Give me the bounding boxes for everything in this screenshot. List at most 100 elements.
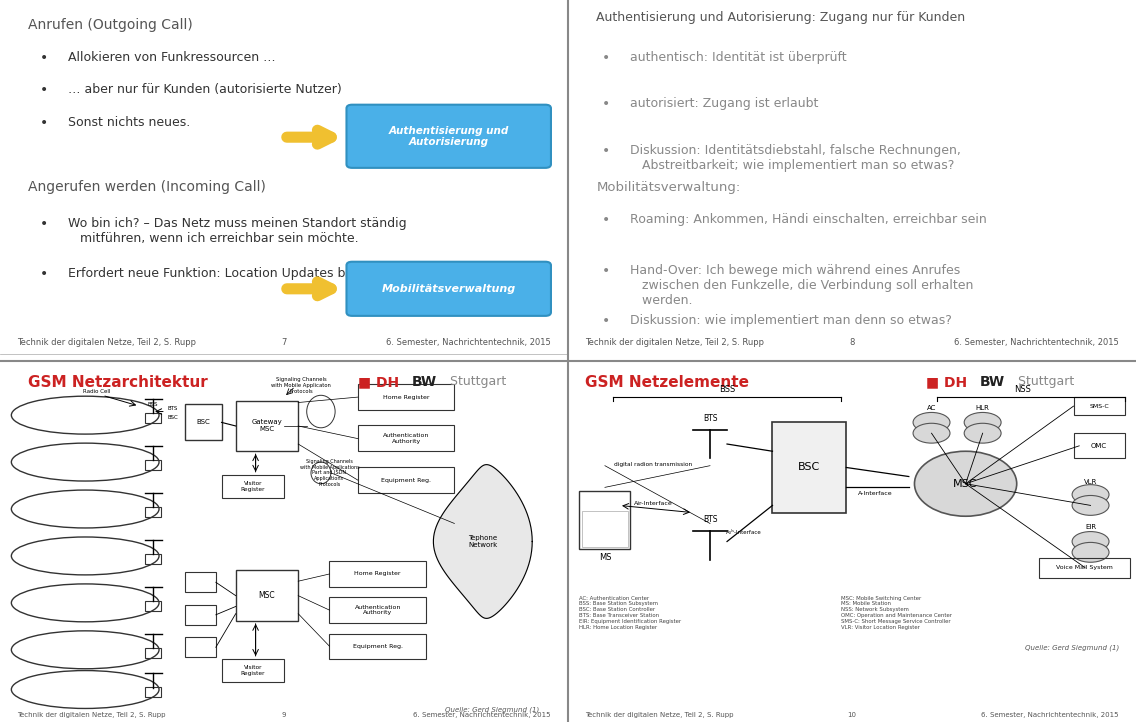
Text: Diskussion: Identitätsdiebstahl, falsche Rechnungen,
   Abstreitbarkeit; wie imp: Diskussion: Identitätsdiebstahl, falsche…	[630, 144, 961, 173]
Text: Gateway
MSC: Gateway MSC	[251, 419, 283, 432]
Text: Anrufen (Outgoing Call): Anrufen (Outgoing Call)	[28, 18, 193, 32]
Text: MSC: MSC	[953, 479, 978, 489]
Text: 7: 7	[282, 338, 286, 347]
Text: HLR: HLR	[976, 405, 989, 411]
Bar	[1039, 557, 1130, 578]
Text: BW: BW	[412, 375, 437, 389]
Text: BSC: BSC	[195, 419, 210, 425]
Text: Tephone
Network: Tephone Network	[468, 535, 498, 548]
Bar	[358, 383, 454, 409]
Bar	[185, 605, 216, 625]
Ellipse shape	[913, 412, 950, 432]
Text: •: •	[40, 116, 48, 129]
Bar	[145, 601, 161, 611]
Text: MSC: MSC	[259, 591, 275, 600]
Text: •: •	[40, 267, 48, 281]
Text: Visitor
Register: Visitor Register	[241, 482, 265, 492]
Text: Authentisierung und
Autorisierung: Authentisierung und Autorisierung	[389, 126, 509, 147]
Text: •: •	[40, 217, 48, 230]
Text: Home Register: Home Register	[383, 395, 429, 399]
Text: BW: BW	[979, 375, 1005, 389]
Text: 6. Semester, Nachrichtentechnik, 2015: 6. Semester, Nachrichtentechnik, 2015	[386, 338, 551, 347]
Text: Radio Cell: Radio Cell	[83, 389, 110, 394]
Bar	[1074, 433, 1125, 458]
Text: Allokieren von Funkressourcen …: Allokieren von Funkressourcen …	[68, 51, 276, 64]
Text: MSC: Mobile Switching Center
MS: Mobile Station
NSS: Network Subsystem
OMC: Oper: MSC: Mobile Switching Center MS: Mobile …	[841, 596, 952, 630]
Text: Signaling Channels
with Mobile Applicaton
Protocols: Signaling Channels with Mobile Applicato…	[272, 377, 331, 393]
Text: Equipment Reg.: Equipment Reg.	[352, 644, 403, 648]
Text: BSC: BSC	[799, 463, 820, 472]
Text: Authentisierung und Autorisierung: Zugang nur für Kunden: Authentisierung und Autorisierung: Zugan…	[596, 11, 966, 24]
Text: Quelle: Gerd Siegmund (1): Quelle: Gerd Siegmund (1)	[1025, 645, 1119, 651]
Text: VLR: VLR	[1084, 479, 1097, 484]
Bar	[772, 422, 846, 513]
Ellipse shape	[964, 412, 1001, 432]
Text: •: •	[602, 314, 610, 328]
Bar	[145, 460, 161, 470]
Ellipse shape	[1072, 495, 1109, 516]
Ellipse shape	[964, 423, 1001, 443]
Text: A₃ᴵˢ-Interface: A₃ᴵˢ-Interface	[726, 530, 762, 535]
Ellipse shape	[913, 423, 950, 443]
Text: 10: 10	[847, 712, 857, 718]
Text: A-Interface: A-Interface	[858, 490, 892, 495]
Text: 6. Semester, Nachrichtentechnik, 2015: 6. Semester, Nachrichtentechnik, 2015	[982, 712, 1119, 718]
Text: Technik der digitalen Netze, Teil 2, S. Rupp: Technik der digitalen Netze, Teil 2, S. …	[17, 338, 197, 347]
Text: Home Register: Home Register	[354, 572, 401, 576]
Text: BTS: BTS	[703, 515, 717, 523]
Text: GSM Netzarchitektur: GSM Netzarchitektur	[28, 375, 208, 391]
Text: Authentication
Authority: Authentication Authority	[354, 605, 401, 615]
Text: 8: 8	[850, 338, 854, 347]
Text: •: •	[602, 51, 610, 64]
Text: AC: Authentication Center
BSS: Base Station Subsystem
BSC: Base Station Controll: AC: Authentication Center BSS: Base Stat…	[579, 596, 682, 630]
Text: SMS-C: SMS-C	[1089, 404, 1109, 409]
Bar	[329, 562, 426, 586]
Polygon shape	[434, 465, 532, 618]
Text: EIR: EIR	[1085, 524, 1096, 530]
Text: Visitor
Register: Visitor Register	[241, 666, 265, 676]
Text: MS: MS	[599, 552, 611, 562]
Text: Stuttgart: Stuttgart	[1014, 375, 1075, 388]
Bar	[145, 687, 161, 697]
Bar	[236, 401, 298, 451]
Bar	[236, 570, 298, 621]
Text: Signaling Channels
with Mobile Applications
Part and ISDN
Applications
Protocols: Signaling Channels with Mobile Applicati…	[300, 458, 359, 487]
Ellipse shape	[1072, 484, 1109, 505]
Text: Wo bin ich? – Das Netz muss meinen Standort ständig
   mitführen, wenn ich errei: Wo bin ich? – Das Netz muss meinen Stand…	[68, 217, 407, 245]
Bar	[222, 658, 284, 682]
Text: Voice Mail System: Voice Mail System	[1056, 565, 1113, 570]
Text: authentisch: Identität ist überprüft: authentisch: Identität ist überprüft	[630, 51, 847, 64]
Text: Equipment Reg.: Equipment Reg.	[381, 478, 432, 482]
Text: Diskussion: wie implementiert man denn so etwas?: Diskussion: wie implementiert man denn s…	[630, 314, 952, 327]
Text: BSS: BSS	[719, 385, 735, 393]
Bar	[222, 475, 284, 498]
Text: NSS: NSS	[1014, 385, 1030, 393]
Bar	[185, 637, 216, 657]
Text: 6. Semester, Nachrichtentechnik, 2015: 6. Semester, Nachrichtentechnik, 2015	[414, 712, 551, 718]
Text: •: •	[40, 83, 48, 97]
Text: Hand-Over: Ich bewege mich während eines Anrufes
   zwischen den Funkzelle, die : Hand-Over: Ich bewege mich während eines…	[630, 264, 974, 307]
Text: … aber nur für Kunden (autorisierte Nutzer): … aber nur für Kunden (autorisierte Nutz…	[68, 83, 342, 96]
Text: Quelle: Gerd Siegmund (1): Quelle: Gerd Siegmund (1)	[445, 706, 540, 713]
Text: BTS: BTS	[703, 414, 717, 422]
Text: Stuttgart: Stuttgart	[445, 375, 507, 388]
Bar	[185, 404, 222, 440]
Text: autorisiert: Zugang ist erlaubt: autorisiert: Zugang ist erlaubt	[630, 97, 819, 110]
Text: ■ DH: ■ DH	[926, 375, 967, 389]
Text: Erfordert neue Funktion: Location Updates bzw. Roaming: Erfordert neue Funktion: Location Update…	[68, 267, 424, 280]
Bar	[583, 511, 628, 547]
FancyBboxPatch shape	[346, 105, 551, 168]
Text: Angerufen werden (Incoming Call): Angerufen werden (Incoming Call)	[28, 180, 266, 194]
Text: Air-Interface: Air-Interface	[634, 501, 673, 506]
Text: Sonst nichts neues.: Sonst nichts neues.	[68, 116, 191, 129]
Text: GSM Netzelemente: GSM Netzelemente	[585, 375, 749, 391]
Bar	[329, 634, 426, 658]
Bar	[145, 648, 161, 658]
Text: BTS: BTS	[168, 406, 178, 411]
Text: BSC: BSC	[168, 414, 178, 419]
Text: OMC: OMC	[1091, 443, 1108, 449]
Text: BSS: BSS	[148, 402, 158, 407]
Text: ■ DH: ■ DH	[358, 375, 399, 389]
Ellipse shape	[1072, 531, 1109, 552]
Bar	[145, 413, 161, 423]
